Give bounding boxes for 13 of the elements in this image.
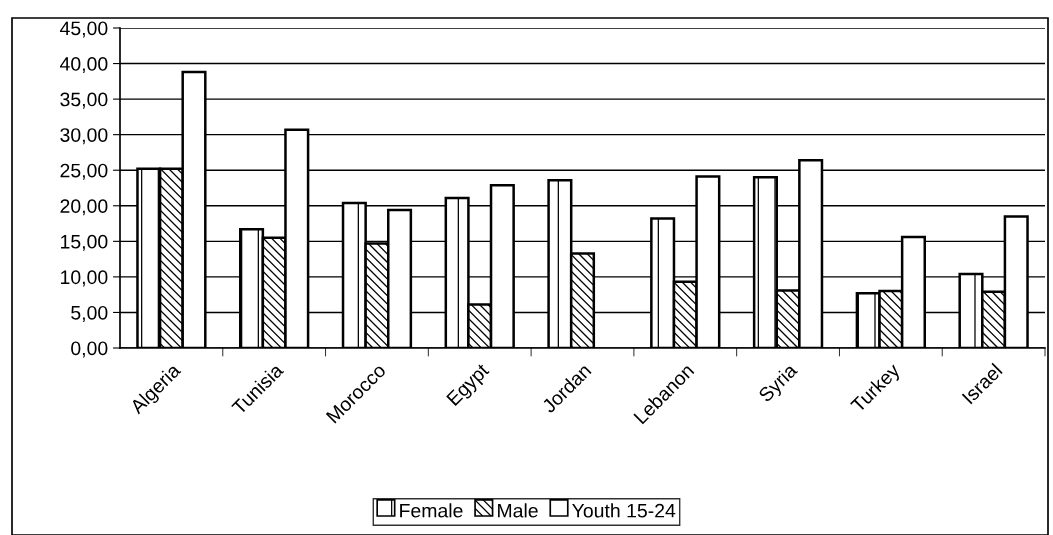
y-tick-label: 10,00 [61, 270, 108, 287]
y-tick-label: 35,00 [60, 92, 108, 109]
y-tick-label: 20,00 [60, 199, 108, 216]
legend-label: Male [498, 503, 538, 518]
y-tick-label: 25,00 [60, 163, 108, 180]
legend-label: Female [400, 503, 463, 518]
y-tick-label: 0,00 [71, 341, 108, 358]
y-tick-label: 15,00 [61, 234, 108, 251]
legend-label: Youth 15-24 [572, 503, 676, 518]
y-tick-label: 5,00 [71, 305, 108, 322]
y-tick-label: 40,00 [59, 57, 108, 74]
y-tick-label: 45,00 [59, 21, 108, 38]
y-tick-label: 30,00 [60, 128, 108, 145]
